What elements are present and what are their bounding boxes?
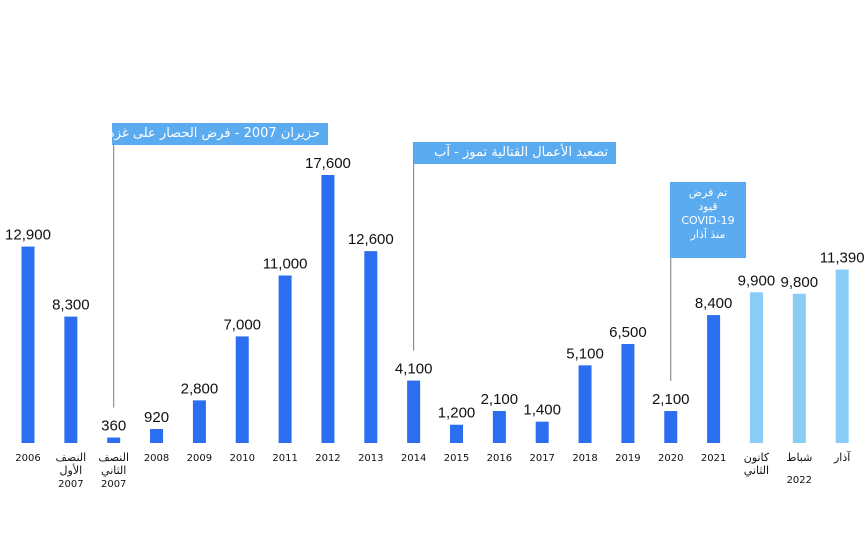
value-label-9: 4,100 bbox=[395, 361, 433, 378]
bar-7 bbox=[321, 175, 335, 443]
bar-14 bbox=[621, 344, 635, 443]
x-tick-label-18-0: شباط bbox=[786, 451, 812, 464]
bar-0 bbox=[21, 246, 35, 443]
bar-4 bbox=[192, 400, 206, 443]
value-label-0: 12,900 bbox=[5, 227, 51, 244]
value-labels-group: 12,900 8,300 360 920 2,800 7,000 11,000 17,600 1… bbox=[5, 155, 864, 435]
x-tick-label-2-2: 2007 bbox=[101, 479, 126, 490]
x-tick-label-7-0: 2012 bbox=[315, 453, 340, 464]
value-label-6: 11,000 bbox=[263, 256, 308, 273]
bar-11 bbox=[492, 411, 506, 443]
bar-10 bbox=[450, 424, 463, 443]
annotation-covid-line-1: تم فرض bbox=[688, 186, 728, 199]
value-label-11: 2,100 bbox=[481, 391, 519, 408]
x-tick-label-8-0: 2013 bbox=[358, 453, 383, 464]
value-label-1: 8,300 bbox=[52, 297, 90, 314]
bar-12 bbox=[535, 421, 549, 443]
annotation-blockade-text: حزيران 2007 - فرض الحصار على غزة bbox=[107, 126, 320, 141]
annotation-escalation: تصعيد الأعمال القتالية تموز - آب bbox=[414, 142, 616, 164]
x-tick-label-17-0: كانون bbox=[744, 451, 770, 464]
annotation-escalation-text: تصعيد الأعمال القتالية تموز - آب bbox=[434, 145, 608, 160]
x-group-label-2022: 2022 bbox=[787, 475, 812, 486]
x-tick-label-14-0: 2019 bbox=[615, 453, 640, 464]
value-label-12: 1,400 bbox=[523, 402, 561, 419]
x-tick-label-3-0: 2008 bbox=[144, 453, 169, 464]
bars-group bbox=[21, 175, 849, 443]
x-tick-label-12-0: 2017 bbox=[529, 453, 554, 464]
x-tick-label-10-0: 2015 bbox=[444, 453, 469, 464]
value-label-10: 1,200 bbox=[438, 405, 476, 422]
bar-6 bbox=[278, 275, 292, 443]
value-label-13: 5,100 bbox=[566, 345, 604, 362]
bar-19 bbox=[835, 269, 849, 443]
value-label-4: 2,800 bbox=[181, 380, 219, 397]
value-label-2: 360 bbox=[101, 418, 126, 435]
x-tick-label-9-0: 2014 bbox=[401, 453, 426, 464]
x-tick-label-19-0: آذار bbox=[833, 450, 851, 464]
value-label-7: 17,600 bbox=[305, 155, 351, 172]
x-tick-label-2-1: الثاني bbox=[101, 464, 126, 477]
bar-9 bbox=[407, 380, 421, 443]
bar-8 bbox=[364, 251, 378, 443]
bar-5 bbox=[235, 336, 249, 443]
bar-17 bbox=[749, 292, 763, 443]
annotation-lines bbox=[113, 123, 672, 408]
bar-18 bbox=[792, 293, 806, 443]
annotation-covid-line-3: COVID-19 bbox=[681, 214, 735, 227]
bar-15 bbox=[664, 411, 678, 443]
bar-13 bbox=[578, 365, 592, 443]
bar-2 bbox=[107, 437, 121, 443]
value-label-18: 9,800 bbox=[781, 274, 819, 291]
x-tick-label-13-0: 2018 bbox=[572, 453, 597, 464]
bar-1 bbox=[64, 316, 78, 443]
x-tick-label-1-0: النصف bbox=[56, 451, 87, 464]
annotation-covid-line-2: قيود bbox=[698, 200, 718, 213]
x-tick-label-1-1: الأول bbox=[60, 463, 83, 477]
annotation-covid-line-4: منذ آذار bbox=[690, 228, 726, 241]
annotation-blockade: حزيران 2007 - فرض الحصار على غزة bbox=[108, 123, 328, 145]
value-label-3: 920 bbox=[144, 409, 169, 426]
value-label-14: 6,500 bbox=[609, 324, 647, 341]
x-tick-label-1-2: 2007 bbox=[58, 479, 83, 490]
value-label-17: 9,900 bbox=[738, 272, 776, 289]
x-tick-label-4-0: 2009 bbox=[187, 453, 212, 464]
x-tick-label-11-0: 2016 bbox=[487, 453, 512, 464]
x-tick-label-5-0: 2010 bbox=[230, 453, 255, 464]
x-tick-label-2-0: النصف bbox=[98, 451, 129, 464]
value-label-5: 7,000 bbox=[223, 316, 261, 333]
value-label-16: 8,400 bbox=[695, 295, 733, 312]
value-label-15: 2,100 bbox=[652, 391, 690, 408]
x-tick-label-6-0: 2011 bbox=[272, 453, 297, 464]
x-tick-label-16-0: 2021 bbox=[701, 453, 726, 464]
value-label-19: 11,390 bbox=[820, 250, 865, 267]
bar-3 bbox=[150, 428, 164, 443]
value-label-8: 12,600 bbox=[348, 231, 394, 248]
x-tick-label-0-0: 2006 bbox=[15, 453, 40, 464]
bar-16 bbox=[707, 315, 721, 443]
x-tick-label-15-0: 2020 bbox=[658, 453, 683, 464]
x-tick-label-17-1: الثاني bbox=[744, 464, 769, 477]
annotation-covid: تم فرض قيود COVID-19 منذ آذار bbox=[670, 182, 746, 258]
